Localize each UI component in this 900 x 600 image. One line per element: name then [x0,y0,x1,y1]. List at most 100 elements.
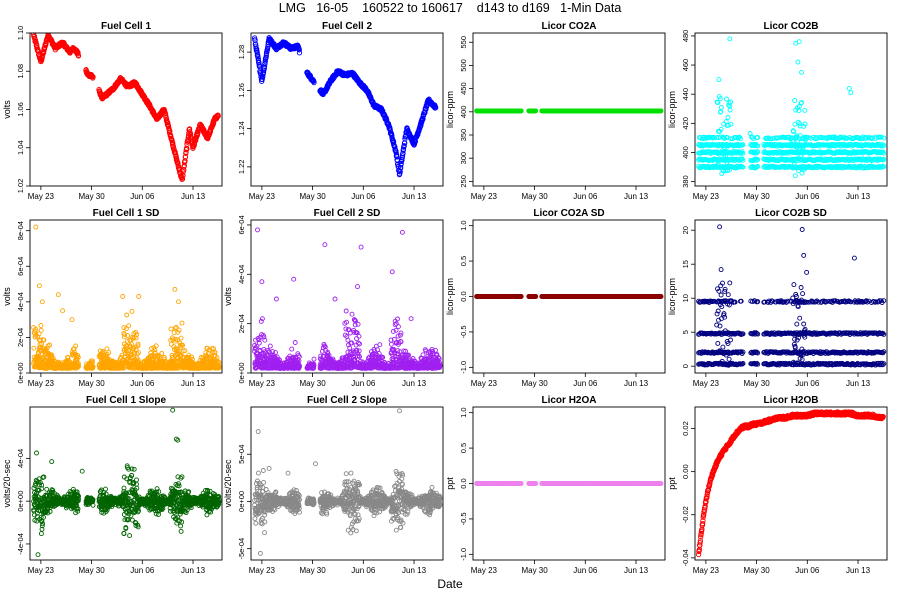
data-point [351,317,357,323]
data-point [252,37,258,43]
data-point [124,312,130,318]
data-point [104,346,110,352]
data-point [322,343,327,349]
data-point [106,350,112,356]
data-point [754,164,760,170]
data-point [797,121,803,127]
data-point [289,346,295,352]
y-tick-label: 1.26 [237,83,246,98]
data-point [183,149,189,155]
data-point [533,108,539,114]
x-tick-label: May 30 [299,379,326,388]
data-point [354,336,360,342]
y-tick-label: 460 [681,59,690,72]
data-point [36,283,42,289]
data-point [792,98,798,103]
data-point [798,154,804,160]
data-point [296,47,302,53]
data-point [791,162,797,167]
data-point [725,115,731,120]
data-point [518,108,524,114]
data-point [433,104,439,111]
data-point [311,79,317,86]
data-point [343,308,349,314]
data-point [193,137,199,144]
x-tick-label: Jun 13 [624,192,649,201]
data-point [349,340,355,346]
data-point [801,143,807,149]
data-point [399,153,406,159]
data-point [714,135,720,140]
data-point [296,354,302,360]
data-point [296,50,303,56]
data-point [801,166,807,172]
data-point [180,342,186,348]
data-point [168,326,174,332]
data-point [171,330,177,336]
data-point [715,161,721,167]
x-tick-label: Jun 13 [181,379,206,388]
data-point [347,345,353,351]
data-point [740,157,746,163]
data-point [134,351,140,357]
data-point [827,135,833,141]
data-point [75,53,82,59]
data-point [135,341,141,347]
y-tick-label: 8e-04 [16,221,25,240]
y-tick-label: 420 [681,117,690,130]
panel-title: Fuel Cell 1 [101,21,151,32]
data-point [380,354,386,360]
y-tick-label: 1.10 [16,26,25,41]
plot-frame [694,32,888,187]
data-point [134,331,140,337]
data-point [755,135,761,140]
data-point [357,354,362,360]
data-point [76,364,81,369]
data-point [251,35,258,41]
series-markers [251,34,439,178]
panel-title: Licor CO2B [763,21,818,32]
data-point [776,150,782,156]
x-tick-label: May 30 [743,192,770,201]
panel-title: Licor CO2A [541,21,596,32]
data-point [129,341,135,347]
data-point [168,341,174,347]
data-point [869,136,875,142]
data-point [356,333,362,339]
y-tick-label: 1.28 [237,45,246,60]
data-point [728,99,733,105]
data-point [130,336,136,342]
data-point [311,356,317,362]
data-point [122,332,128,338]
data-point [170,143,176,149]
data-point [126,323,132,329]
y-tick-label: 550 [459,36,468,49]
y-tick-label: 380 [681,175,690,188]
x-tick-label: Jun 06 [573,192,598,201]
data-point [176,327,182,333]
data-point [216,363,222,369]
data-point [774,135,780,141]
data-point [215,113,221,119]
data-point [718,126,724,132]
data-point [356,348,362,354]
data-point [722,153,728,159]
data-point [878,134,884,140]
data-point [295,353,301,359]
x-tick-label: May 30 [521,192,548,201]
data-point [792,173,798,179]
data-point [261,334,267,340]
data-point [727,107,733,113]
data-point [259,76,265,83]
data-point [55,292,61,298]
data-point [802,121,808,127]
data-point [189,354,195,360]
data-point [36,331,42,337]
y-tick-label: 450 [459,82,468,95]
data-point [397,171,403,177]
data-point [881,142,887,148]
data-point [716,151,722,157]
x-tick-label: Jun 06 [351,379,376,388]
data-point [35,49,42,55]
